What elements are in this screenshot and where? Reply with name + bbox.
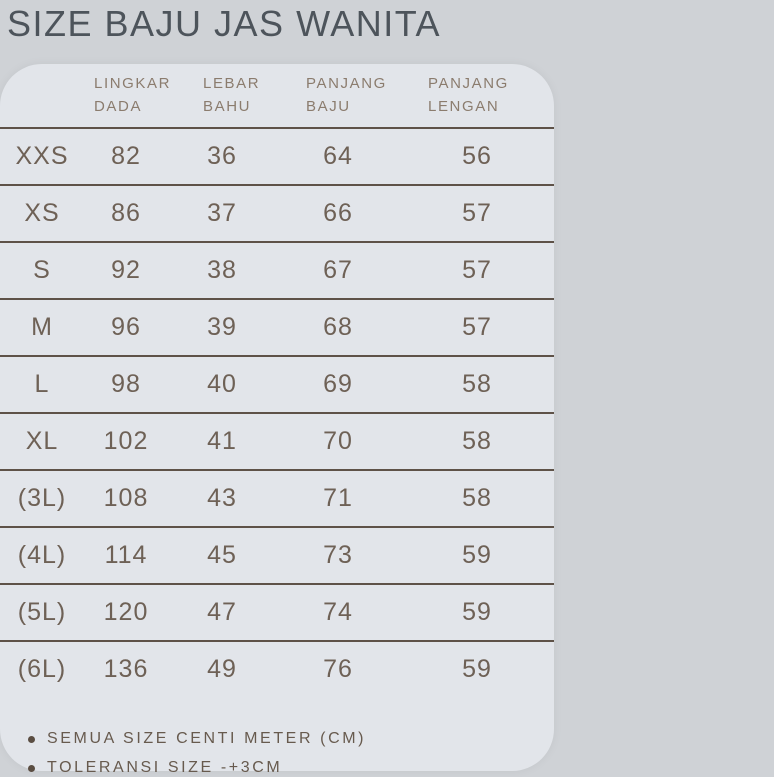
size-label: XL — [25, 427, 59, 455]
size-label: XS — [24, 199, 60, 227]
header-label: LINGKAR DADA — [94, 75, 172, 115]
table-row: (3L) 108 43 71 58 — [0, 469, 554, 526]
lingkar-dada-value: 136 — [103, 655, 149, 683]
header-panjang-lengan: PANJANG LENGAN — [400, 73, 554, 118]
panjang-lengan-value: 57 — [462, 256, 492, 284]
panjang-baju-value: 64 — [323, 142, 353, 170]
lingkar-dada-value: 98 — [111, 370, 141, 398]
size-label: (4L) — [17, 541, 67, 569]
lingkar-dada-value: 108 — [103, 484, 149, 512]
panjang-lengan-value: 59 — [462, 655, 492, 683]
lebar-bahu-value: 41 — [207, 427, 237, 455]
list-item: SEMUA SIZE CENTI METER (CM) — [28, 730, 554, 748]
size-label: S — [33, 256, 51, 284]
table-header-row: LINGKAR DADA LEBAR BAHU PANJANG BAJU PAN… — [0, 64, 554, 127]
bullet-icon — [28, 764, 35, 772]
panjang-lengan-value: 58 — [462, 484, 492, 512]
lebar-bahu-value: 36 — [207, 142, 237, 170]
panjang-lengan-value: 59 — [462, 598, 492, 626]
lingkar-dada-value: 82 — [111, 142, 141, 170]
panjang-lengan-value: 56 — [462, 142, 492, 170]
size-label: (5L) — [17, 598, 67, 626]
lebar-bahu-value: 39 — [207, 313, 237, 341]
table-row: (4L) 114 45 73 59 — [0, 526, 554, 583]
size-label: XXS — [15, 142, 69, 170]
notes-list: SEMUA SIZE CENTI METER (CM) TOLERANSI SI… — [0, 730, 554, 777]
lebar-bahu-value: 47 — [207, 598, 237, 626]
page-title: SIZE BAJU JAS WANITA — [7, 3, 442, 44]
list-item: TOLERANSI SIZE -+3CM — [28, 759, 554, 777]
lingkar-dada-value: 96 — [111, 313, 141, 341]
lingkar-dada-value: 102 — [103, 427, 149, 455]
lebar-bahu-value: 45 — [207, 541, 237, 569]
panjang-baju-value: 73 — [323, 541, 353, 569]
panjang-baju-value: 67 — [323, 256, 353, 284]
lebar-bahu-value: 49 — [207, 655, 237, 683]
lingkar-dada-value: 114 — [104, 541, 148, 569]
table-row: S 92 38 67 57 — [0, 241, 554, 298]
panjang-baju-value: 76 — [323, 655, 353, 683]
bullet-icon — [28, 735, 35, 743]
header-lingkar-dada: LINGKAR DADA — [84, 73, 172, 118]
panjang-baju-value: 71 — [323, 484, 353, 512]
lingkar-dada-value: 120 — [103, 598, 149, 626]
table-row: XXS 82 36 64 56 — [0, 127, 554, 184]
table-row: XL 102 41 70 58 — [0, 412, 554, 469]
header-label: LEBAR BAHU — [203, 75, 261, 115]
header-lebar-bahu: LEBAR BAHU — [168, 73, 276, 118]
lebar-bahu-value: 43 — [207, 484, 237, 512]
panjang-lengan-value: 59 — [462, 541, 492, 569]
table-row: L 98 40 69 58 — [0, 355, 554, 412]
lebar-bahu-value: 38 — [207, 256, 237, 284]
panjang-lengan-value: 58 — [462, 370, 492, 398]
size-label: M — [31, 313, 53, 341]
header-label: PANJANG LENGAN — [428, 75, 509, 115]
table-row: (6L) 136 49 76 59 — [0, 640, 554, 697]
lebar-bahu-value: 40 — [207, 370, 237, 398]
size-label: (3L) — [17, 484, 67, 512]
size-label: (6L) — [17, 655, 67, 683]
note-text: TOLERANSI SIZE -+3CM — [47, 759, 283, 776]
lebar-bahu-value: 37 — [207, 199, 237, 227]
panjang-baju-value: 66 — [323, 199, 353, 227]
note-text: SEMUA SIZE CENTI METER (CM) — [47, 730, 367, 747]
table-row: XS 86 37 66 57 — [0, 184, 554, 241]
panjang-lengan-value: 57 — [462, 199, 492, 227]
lingkar-dada-value: 92 — [111, 256, 141, 284]
table-row: M 96 39 68 57 — [0, 298, 554, 355]
size-label: L — [34, 370, 50, 398]
header-panjang-baju: PANJANG BAJU — [276, 73, 400, 118]
panjang-lengan-value: 57 — [462, 313, 492, 341]
panjang-baju-value: 74 — [323, 598, 353, 626]
panjang-baju-value: 70 — [323, 427, 353, 455]
panjang-baju-value: 69 — [323, 370, 353, 398]
lingkar-dada-value: 86 — [111, 199, 141, 227]
panjang-lengan-value: 58 — [462, 427, 492, 455]
panjang-baju-value: 68 — [323, 313, 353, 341]
table-row: (5L) 120 47 74 59 — [0, 583, 554, 640]
header-label: PANJANG BAJU — [306, 75, 387, 115]
size-chart-card: LINGKAR DADA LEBAR BAHU PANJANG BAJU PAN… — [0, 64, 554, 776]
